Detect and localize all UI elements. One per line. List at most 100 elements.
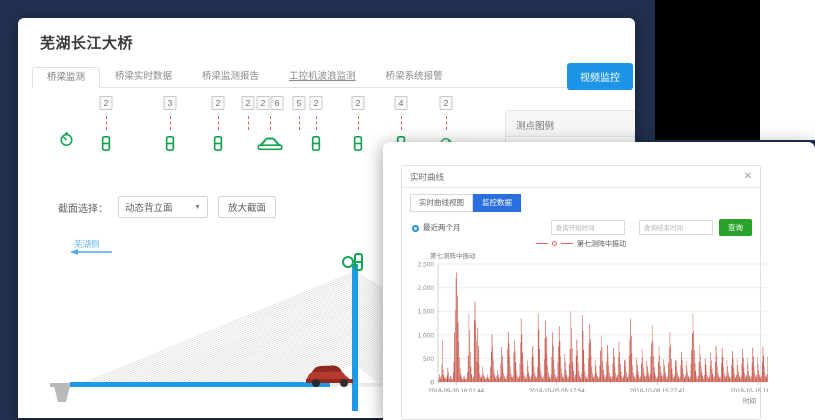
chart-bar: [560, 366, 562, 382]
chart-bar: [662, 377, 663, 382]
chart-bar: [517, 377, 519, 382]
chart-legend[interactable]: 第七测阵中振动: [402, 239, 760, 249]
chart-bar: [595, 365, 597, 382]
sensor-icon[interactable]: [311, 136, 322, 154]
tab-0[interactable]: 桥梁监测: [32, 66, 101, 88]
sensor-icon[interactable]: [165, 136, 176, 154]
chart-bar: [590, 339, 591, 382]
chart-bar: [476, 339, 477, 382]
modal-header: 实时曲线 ✕: [402, 166, 760, 188]
chart-bar: [605, 378, 606, 382]
chart-bar: [549, 377, 551, 382]
chart-bar: [755, 377, 757, 382]
sensor-group-5[interactable]: 5: [292, 96, 306, 158]
chart-bar: [567, 376, 568, 382]
bearing-icon[interactable]: [257, 136, 283, 154]
chart-bar: [495, 378, 497, 382]
chart-bar: [665, 375, 667, 382]
chart-bar: [557, 361, 559, 382]
legend-marker-icon: [552, 241, 557, 246]
chart-bar: [572, 361, 574, 382]
close-icon[interactable]: ✕: [743, 171, 752, 182]
sensor-count-badge: 5: [292, 96, 306, 110]
end-time-input[interactable]: 查询结束时间: [639, 219, 713, 235]
chart-bar: [457, 295, 458, 382]
tab-1[interactable]: 桥梁实时数据: [115, 70, 173, 82]
sensor-group-2[interactable]: 2: [211, 96, 225, 158]
chart-bar: [603, 369, 604, 382]
chart-bar: [651, 324, 653, 382]
enlarge-section-button[interactable]: 放大截面: [218, 196, 277, 218]
chart-bar: [661, 375, 663, 382]
chart-bar: [617, 374, 618, 382]
chart-bar: [495, 377, 496, 382]
chart-bar: [727, 365, 728, 382]
sensor-icon[interactable]: [353, 136, 364, 154]
chart-bar: [479, 373, 481, 382]
legend-panel-header: 测点图例: [506, 111, 635, 137]
bridge-side-label: 芜湖侧: [74, 239, 100, 249]
sensor-group-9[interactable]: 2: [439, 96, 453, 158]
modal-tab-1[interactable]: 监控数据: [473, 194, 521, 212]
chart-bar: [689, 375, 691, 382]
chart-bar: [441, 363, 443, 382]
chart-bar: [628, 355, 630, 382]
chart-bar: [624, 365, 626, 382]
modal-tab-0[interactable]: 实时曲线视图: [410, 194, 473, 212]
chart-bar: [668, 362, 669, 382]
sensor-group-6[interactable]: 2: [309, 96, 323, 158]
radio-dot-icon: [412, 224, 419, 232]
chart-bar: [679, 378, 680, 382]
query-button[interactable]: 查询: [719, 218, 752, 236]
sensor-group-0[interactable]: 2: [99, 96, 113, 158]
sensor-icon[interactable]: [213, 136, 224, 154]
tab-3[interactable]: 工控机波浪监测: [289, 70, 356, 82]
start-time-input[interactable]: 查询开始时间: [550, 219, 625, 235]
chart-bar: [515, 361, 517, 382]
tab-2[interactable]: 桥梁监测报告: [202, 70, 260, 82]
chart-bar: [504, 377, 506, 382]
sensor-group-3[interactable]: 2: [241, 96, 255, 158]
chart-bar: [683, 373, 684, 382]
sensor-count-badge: 4: [394, 96, 408, 110]
chart-bar: [491, 333, 493, 382]
vibration-chart[interactable]: 第七测阵中振动 时间 0 500 1,000 1,500 2,000 2,500 2018-…: [408, 252, 787, 405]
chart-bar: [703, 378, 705, 382]
chart-bar: [573, 374, 575, 382]
chart-bar: [766, 374, 768, 382]
chart-bar: [600, 335, 602, 382]
chart-bar: [522, 352, 523, 382]
recent-range-radio[interactable]: 最近两个月: [412, 222, 461, 233]
chart-bar: [466, 376, 468, 382]
sensor-group-7[interactable]: 2: [351, 96, 365, 158]
chevron-down-icon: ▼: [194, 203, 201, 211]
chart-bar: [438, 379, 439, 382]
tab-4[interactable]: 桥梁系统报警: [385, 70, 443, 82]
gauge-icon[interactable]: [58, 130, 75, 150]
chart-bar: [701, 371, 703, 382]
sensor-icon[interactable]: [101, 136, 112, 154]
video-monitor-button[interactable]: 视频监控: [567, 63, 633, 90]
chart-bar: [471, 377, 473, 382]
chart-bar: [748, 374, 750, 382]
chart-bar: [746, 374, 747, 382]
chart-bar: [667, 375, 669, 382]
realtime-curve-window: 实时曲线 ✕ 实时曲线视图 监控数据 最近两个月 查询开始时间 - 查询结束时间 …: [383, 142, 815, 420]
date-range-separator: -: [630, 223, 633, 231]
chart-bar: [518, 375, 520, 382]
chart-bar: [699, 344, 701, 382]
sensor-group-1[interactable]: 3: [163, 96, 177, 158]
chart-bar: [680, 364, 682, 382]
chart-bar: [690, 363, 692, 382]
chart-bar: [603, 374, 605, 382]
chart-bar: [451, 379, 453, 382]
section-select-dropdown[interactable]: 动态背立面 ▼: [118, 196, 208, 218]
chart-bar: [706, 371, 707, 382]
chart-bar: [593, 377, 595, 382]
chart-bar: [565, 369, 567, 382]
chart-bar: [585, 375, 587, 382]
chart-bar: [456, 272, 458, 382]
chart-bar: [575, 355, 577, 382]
